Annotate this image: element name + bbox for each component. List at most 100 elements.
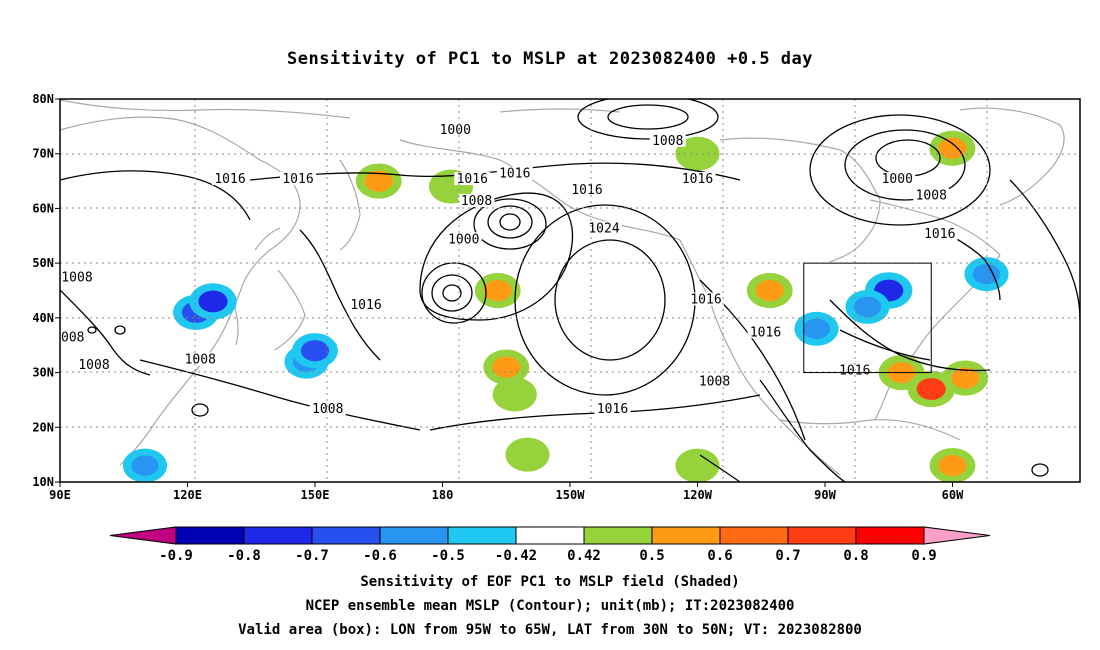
shaded-region-core [300, 340, 330, 362]
contour-label: 1016 [750, 325, 781, 340]
contour-label-bg [594, 401, 631, 415]
lon-tick-label: 150E [301, 488, 330, 502]
lat-tick-label: 80N [32, 92, 54, 106]
contour-label-bg [76, 358, 112, 372]
colorbar-label: 0.42 [567, 548, 601, 564]
lat-tick-label: 40N [32, 311, 54, 325]
lon-tick-label: 90W [814, 488, 836, 502]
contour-label-bg [921, 226, 958, 240]
shaded-region-core [501, 384, 529, 405]
contour-label-bg [496, 166, 533, 180]
contour-label: 1016 [282, 172, 313, 187]
contour-label-bg [458, 193, 495, 207]
colorbar-cell [447, 526, 517, 545]
contour-label-bg [679, 172, 716, 186]
shaded-region-core [916, 378, 946, 400]
colorbar: -0.9 -0.8 -0.7 -0.6 -0.5 -0.42 0.42 0.5 0.6 0.7 0.… [109, 526, 991, 564]
map-title: Sensitivity of PC1 to MSLP at 2023082400… [286, 49, 813, 69]
contour-label: 1016 [682, 172, 713, 187]
caption-valid-area: Valid area (box): LON from 95W to 65W, L… [238, 622, 862, 638]
contour-label: 1016 [690, 292, 721, 307]
contour-label: 1000 [882, 172, 913, 187]
shaded-region-core [198, 290, 228, 313]
colorbar-label: 0.6 [707, 548, 732, 564]
lon-tick-label: 180 [432, 488, 454, 502]
contour-label: 1016 [597, 402, 628, 417]
contour-label: 008 [61, 331, 84, 346]
contour-label-bg [454, 172, 491, 186]
contour-label-bg [182, 352, 219, 366]
lat-tick-label: 50N [32, 256, 54, 270]
colorbar-label: -0.8 [227, 548, 261, 564]
contour-label: 1008 [312, 402, 343, 417]
coastlines [60, 99, 1065, 476]
contour-label-bg [445, 232, 482, 246]
contour-label-bg [747, 325, 784, 339]
contour-label: 1016 [214, 172, 245, 187]
contour-label: 1016 [571, 183, 602, 198]
colorbar-cell [719, 526, 789, 545]
longitude-axis: 90E 120E 150E 180 150W 120W 90W 60W [49, 482, 964, 502]
contour-label: 1016 [457, 172, 488, 187]
colorbar-label: -0.42 [495, 548, 537, 564]
shaded-region-core [938, 455, 967, 477]
contour-label-bg [309, 401, 346, 415]
contour-label: 1008 [78, 358, 109, 373]
shaded-region-core [755, 279, 784, 302]
contour-label: 1008 [916, 188, 947, 203]
lat-tick-label: 10N [32, 475, 54, 489]
contour-label-bg [280, 172, 316, 186]
lat-tick-label: 60N [32, 201, 54, 215]
contour-label: 1008 [61, 271, 92, 286]
shaded-region-core [683, 455, 712, 476]
sensitivity-shading [122, 130, 1009, 482]
lon-tick-label: 90E [49, 488, 71, 502]
contour-label-bg [696, 374, 733, 388]
colorbar-label: -0.6 [363, 548, 397, 564]
contour-label-bg [913, 188, 950, 202]
contour-label-bg [348, 297, 384, 311]
contour-label-bg [212, 172, 248, 186]
colorbar-label: 0.7 [775, 548, 800, 564]
colorbar-label: 0.9 [911, 548, 936, 564]
colorbar-cell [243, 526, 313, 545]
caption-contour: NCEP ensemble mean MSLP (Contour); unit(… [305, 598, 795, 614]
colorbar-label: -0.9 [159, 548, 193, 564]
shaded-region-core [131, 455, 159, 476]
colorbar-right-triangle [923, 526, 991, 545]
shaded-region-core [364, 170, 393, 192]
colorbar-cell [583, 526, 653, 545]
colorbar-cell [311, 526, 381, 545]
lat-tick-label: 20N [32, 420, 54, 434]
contour-label: 1016 [350, 298, 381, 313]
contour-label-bg [649, 133, 686, 147]
latitude-axis: 80N 70N 60N 50N 40N 30N 20N 10N [32, 92, 60, 489]
colorbar-cell [651, 526, 721, 545]
colorbar-label: -0.7 [295, 548, 329, 564]
lon-tick-label: 60W [942, 488, 964, 502]
contour-label: 1016 [499, 167, 530, 182]
shaded-region-core [853, 296, 882, 318]
contour-label: 1000 [440, 123, 471, 138]
colorbar-cell [855, 526, 925, 545]
contour-label: 1008 [185, 353, 216, 368]
colorbar-label: 0.5 [639, 548, 664, 564]
shaded-region-core [492, 356, 521, 378]
contour-label-bg [437, 122, 474, 136]
contour-label-bg [569, 183, 605, 197]
colorbar-cell [379, 526, 449, 545]
contour-label-bg [586, 221, 622, 235]
colorbar-label: 0.8 [843, 548, 868, 564]
lon-tick-label: 120W [683, 488, 713, 502]
shaded-region-core [938, 137, 967, 159]
contour-label-bg [60, 330, 87, 344]
caption-shaded: Sensitivity of EOF PC1 to MSLP field (Sh… [360, 574, 740, 590]
lon-tick-label: 150W [556, 488, 586, 502]
shaded-region-core [513, 444, 542, 465]
colorbar-cell [515, 526, 585, 545]
shaded-region-core [802, 318, 831, 339]
contour-label: 1008 [699, 375, 730, 390]
